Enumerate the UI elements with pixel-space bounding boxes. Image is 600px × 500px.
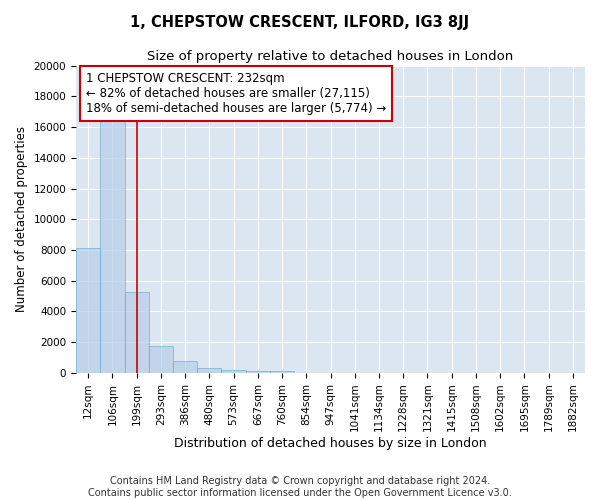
- Bar: [270, 372, 294, 373]
- Bar: [197, 368, 221, 373]
- Bar: [76, 248, 100, 373]
- Text: 1 CHEPSTOW CRESCENT: 232sqm
← 82% of detached houses are smaller (27,115)
18% of: 1 CHEPSTOW CRESCENT: 232sqm ← 82% of det…: [86, 72, 386, 114]
- Bar: [100, 118, 125, 373]
- Text: 1, CHEPSTOW CRESCENT, ILFORD, IG3 8JJ: 1, CHEPSTOW CRESCENT, ILFORD, IG3 8JJ: [130, 15, 470, 30]
- Text: Contains HM Land Registry data © Crown copyright and database right 2024.
Contai: Contains HM Land Registry data © Crown c…: [88, 476, 512, 498]
- Bar: [125, 292, 149, 373]
- Title: Size of property relative to detached houses in London: Size of property relative to detached ho…: [148, 50, 514, 63]
- Y-axis label: Number of detached properties: Number of detached properties: [15, 126, 28, 312]
- Bar: [245, 370, 270, 373]
- Bar: [173, 360, 197, 373]
- Bar: [149, 346, 173, 373]
- Bar: [221, 370, 245, 373]
- X-axis label: Distribution of detached houses by size in London: Distribution of detached houses by size …: [174, 437, 487, 450]
